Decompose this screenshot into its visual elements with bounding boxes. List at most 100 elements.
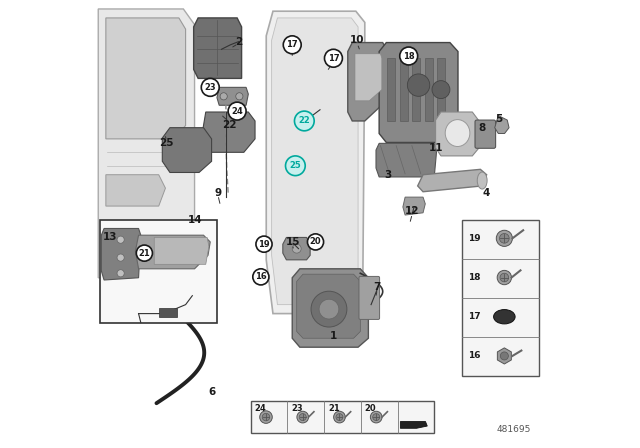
Bar xyxy=(387,58,396,121)
Circle shape xyxy=(260,411,272,423)
Text: 19: 19 xyxy=(468,234,481,243)
Polygon shape xyxy=(495,116,509,134)
Text: 22: 22 xyxy=(298,116,310,125)
Text: 15: 15 xyxy=(286,237,300,247)
Polygon shape xyxy=(355,54,382,101)
Text: 6: 6 xyxy=(208,387,215,397)
Circle shape xyxy=(117,254,124,261)
Text: 16: 16 xyxy=(255,272,267,281)
Text: 11: 11 xyxy=(429,143,444,153)
Circle shape xyxy=(319,299,339,319)
Text: 2: 2 xyxy=(235,37,242,47)
Circle shape xyxy=(117,236,124,243)
Polygon shape xyxy=(297,274,360,338)
Text: 19: 19 xyxy=(258,240,270,249)
Polygon shape xyxy=(101,228,141,280)
Circle shape xyxy=(432,81,450,99)
Circle shape xyxy=(311,291,347,327)
Bar xyxy=(425,58,433,121)
Circle shape xyxy=(500,352,508,360)
Bar xyxy=(159,308,177,317)
Polygon shape xyxy=(292,269,369,347)
Text: 23: 23 xyxy=(204,83,216,92)
Text: 7: 7 xyxy=(374,282,381,292)
Bar xyxy=(412,58,420,121)
Text: 20: 20 xyxy=(310,237,321,246)
Text: 21: 21 xyxy=(328,404,340,413)
FancyBboxPatch shape xyxy=(100,220,217,323)
Text: 18: 18 xyxy=(403,52,415,60)
Text: 25: 25 xyxy=(159,138,174,148)
Polygon shape xyxy=(154,237,209,264)
Polygon shape xyxy=(266,11,365,314)
Text: 24: 24 xyxy=(231,107,243,116)
Polygon shape xyxy=(99,9,195,278)
Text: 17: 17 xyxy=(468,312,481,321)
Circle shape xyxy=(117,270,124,277)
Circle shape xyxy=(300,414,306,421)
FancyBboxPatch shape xyxy=(475,120,495,148)
Polygon shape xyxy=(376,143,436,177)
Text: 8: 8 xyxy=(479,123,486,133)
Circle shape xyxy=(256,236,272,252)
Circle shape xyxy=(500,273,509,282)
Circle shape xyxy=(499,233,509,243)
Bar xyxy=(437,58,445,121)
Text: 18: 18 xyxy=(468,273,481,282)
Polygon shape xyxy=(271,18,358,305)
Circle shape xyxy=(136,245,152,261)
Text: 5: 5 xyxy=(495,114,503,124)
Text: 4: 4 xyxy=(482,188,490,198)
Text: 23: 23 xyxy=(291,404,303,413)
Text: 14: 14 xyxy=(188,215,203,224)
Circle shape xyxy=(400,47,418,65)
Text: 21: 21 xyxy=(138,249,150,258)
Polygon shape xyxy=(202,112,255,152)
Text: 20: 20 xyxy=(365,404,376,413)
Text: 16: 16 xyxy=(468,351,481,361)
Text: 3: 3 xyxy=(385,170,392,180)
Circle shape xyxy=(262,414,269,421)
Polygon shape xyxy=(418,169,486,192)
Circle shape xyxy=(307,234,324,250)
Text: 13: 13 xyxy=(103,233,118,242)
Circle shape xyxy=(497,271,511,285)
Ellipse shape xyxy=(477,172,487,189)
Polygon shape xyxy=(401,422,428,428)
Circle shape xyxy=(294,111,314,131)
Circle shape xyxy=(201,78,219,96)
Polygon shape xyxy=(136,235,210,269)
FancyBboxPatch shape xyxy=(359,276,380,319)
Text: 481695: 481695 xyxy=(496,425,531,434)
Text: 1: 1 xyxy=(330,331,337,341)
Text: 12: 12 xyxy=(405,206,420,215)
Circle shape xyxy=(324,49,342,67)
Polygon shape xyxy=(436,112,479,156)
Text: 25: 25 xyxy=(289,161,301,170)
Circle shape xyxy=(284,36,301,54)
Circle shape xyxy=(408,74,430,96)
Circle shape xyxy=(496,230,513,246)
Circle shape xyxy=(253,269,269,285)
Polygon shape xyxy=(403,197,425,215)
Polygon shape xyxy=(163,128,212,172)
Circle shape xyxy=(220,93,227,100)
Circle shape xyxy=(228,102,246,120)
Polygon shape xyxy=(348,43,387,121)
Polygon shape xyxy=(217,87,248,105)
FancyBboxPatch shape xyxy=(463,220,539,376)
Text: 17: 17 xyxy=(287,40,298,49)
Polygon shape xyxy=(194,18,242,78)
Ellipse shape xyxy=(493,310,515,324)
Circle shape xyxy=(236,93,243,100)
Polygon shape xyxy=(283,237,310,260)
Polygon shape xyxy=(106,175,165,206)
Circle shape xyxy=(297,411,308,423)
FancyBboxPatch shape xyxy=(251,401,434,433)
Text: 17: 17 xyxy=(328,54,339,63)
Bar xyxy=(400,58,408,121)
Circle shape xyxy=(336,414,343,421)
Circle shape xyxy=(372,414,380,421)
Text: 10: 10 xyxy=(350,35,364,45)
Circle shape xyxy=(285,156,305,176)
